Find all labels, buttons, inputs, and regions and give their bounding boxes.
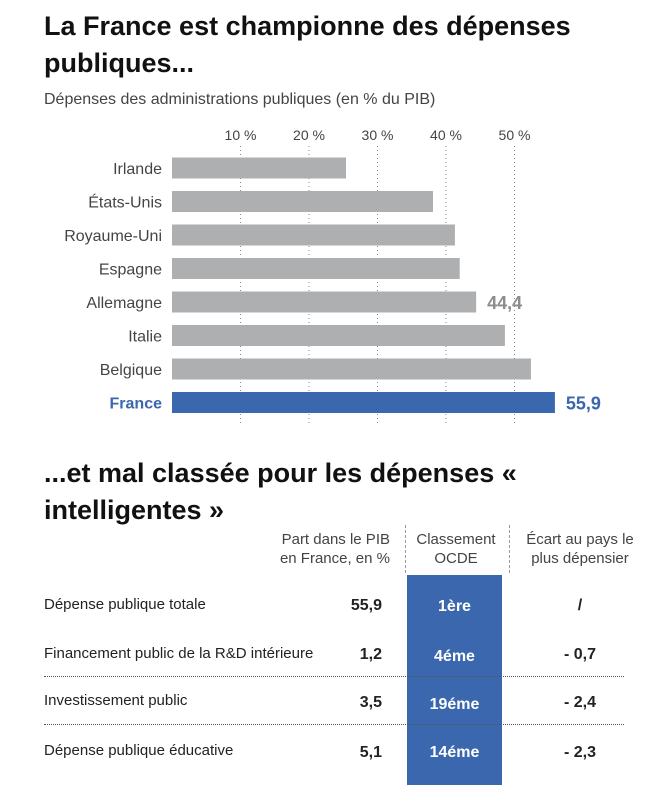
category-label: France xyxy=(110,396,163,413)
category-label: Belgique xyxy=(100,362,162,379)
bar xyxy=(172,392,555,413)
table-title: ...et mal classée pour les dépenses « in… xyxy=(44,458,517,525)
table-row-gap: - 2,3 xyxy=(563,744,596,761)
bar xyxy=(172,358,531,380)
chart-subtitle: Dépenses des administrations publiques (… xyxy=(44,91,436,108)
tick-label: 50 % xyxy=(499,127,531,143)
table-row-share: 5,1 xyxy=(359,744,382,761)
category-label: États-Unis xyxy=(88,193,162,212)
tick-label: 30 % xyxy=(362,127,394,143)
table-row-label: Dépense publique totale xyxy=(44,596,206,613)
table-row-gap: / xyxy=(577,597,583,614)
bar xyxy=(172,258,460,279)
category-label: Royaume-Uni xyxy=(64,228,162,245)
row-separator xyxy=(44,724,624,725)
table-row-label: Financement public de la R&D intérieure xyxy=(44,645,314,662)
table-row-gap: - 0,7 xyxy=(563,646,596,663)
category-label: Allemagne xyxy=(86,295,162,312)
data-label: 55,9 xyxy=(566,394,601,414)
category-label: Espagne xyxy=(99,262,162,279)
tick-label: 40 % xyxy=(430,127,462,143)
bar xyxy=(172,325,505,346)
header-divider xyxy=(405,525,406,573)
table-row-rank: 19éme xyxy=(429,696,480,713)
table-row-rank: 14éme xyxy=(429,744,480,761)
table-row-label: Investissement public xyxy=(44,692,188,709)
data-label: 44,4 xyxy=(487,293,522,313)
table-row-share: 55,9 xyxy=(350,597,382,614)
header-share: Part dans le PIB en France, en % xyxy=(279,531,390,567)
header-gap: Écart au pays le plus dépensier xyxy=(526,531,634,567)
bar-chart: 10 % 20 % 30 % 40 % 50 % Irlande États-Unis Roy… xyxy=(64,127,601,425)
row-separator xyxy=(44,676,624,677)
bar xyxy=(172,224,455,246)
chart-title: La France est championne des dépenses pu… xyxy=(44,11,571,78)
tick-label: 20 % xyxy=(293,127,325,143)
header-divider xyxy=(509,525,510,573)
table-row-share: 3,5 xyxy=(359,694,382,711)
table-row-label: Dépense publique éducative xyxy=(44,742,234,759)
bar xyxy=(172,291,477,313)
category-label: Italie xyxy=(128,329,162,346)
bar xyxy=(172,191,433,212)
tick-label: 10 % xyxy=(225,127,257,143)
category-label: Irlande xyxy=(113,161,162,178)
table-row-gap: - 2,4 xyxy=(563,694,596,711)
rank-column-background xyxy=(407,575,502,785)
header-rank: Classement OCDE xyxy=(416,531,496,567)
table-row-share: 1,2 xyxy=(359,646,382,663)
table-row-rank: 4éme xyxy=(434,648,475,665)
table-row-rank: 1ère xyxy=(438,598,471,615)
bar xyxy=(172,157,346,179)
